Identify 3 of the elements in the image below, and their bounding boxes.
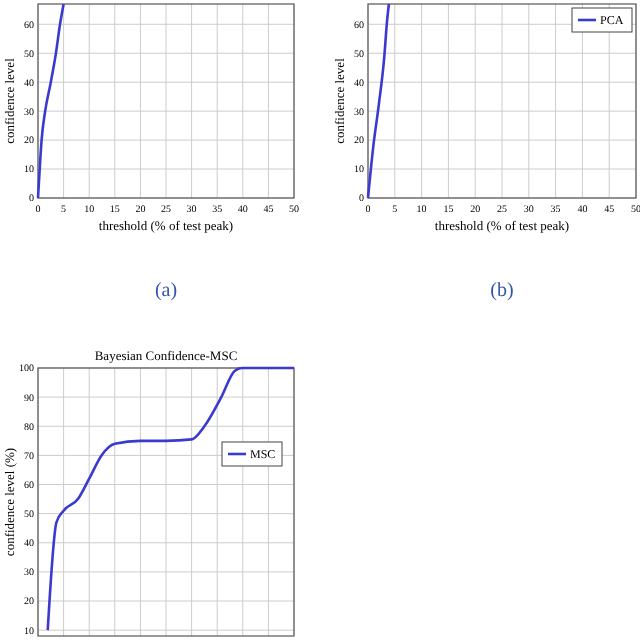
line-series [46,366,296,632]
text: (b) [490,280,514,302]
text: (a) [154,280,178,302]
